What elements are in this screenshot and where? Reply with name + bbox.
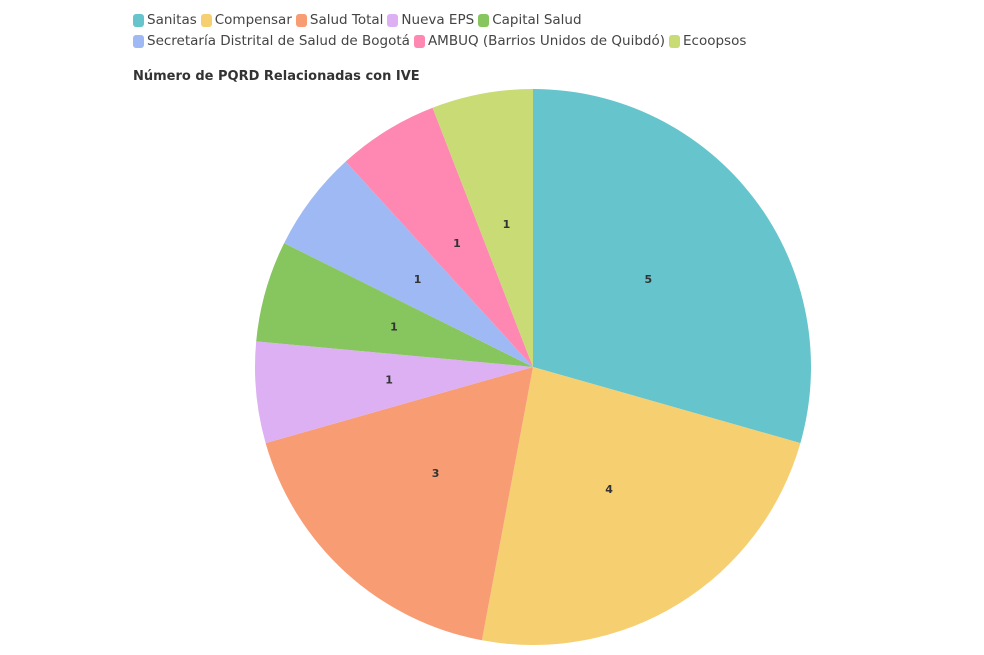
legend-label: Capital Salud: [492, 12, 582, 28]
chart-title: Número de PQRD Relacionadas con IVE: [133, 69, 420, 84]
pie-slice: [256, 243, 533, 367]
legend-swatch: [478, 14, 490, 27]
legend-swatch: [295, 14, 307, 27]
legend-item[interactable]: Nueva EPS: [387, 10, 474, 31]
pie-slice: [265, 367, 533, 641]
legend-swatch: [669, 35, 680, 48]
legend-label: Secretaría Distrital de Salud de Bogotá: [147, 33, 410, 49]
data-label: 1: [385, 373, 393, 386]
pie-slice: [255, 341, 534, 444]
legend-item[interactable]: Sanitas: [133, 10, 197, 31]
legend-item[interactable]: AMBUQ (Barrios Unidos de Quibdó): [413, 31, 665, 52]
data-label: 3: [432, 467, 440, 480]
legend-item[interactable]: Ecoopsos: [669, 31, 746, 52]
pie-slice: [284, 161, 533, 367]
data-label: 5: [645, 273, 653, 286]
legend-label: Ecoopsos: [683, 33, 747, 49]
legend-item[interactable]: Salud Total: [295, 10, 384, 31]
legend: Sanitas Compensar Salud Total Nueva EPS Capi…: [133, 10, 853, 52]
legend-item[interactable]: Capital Salud: [478, 10, 582, 31]
legend-swatch: [387, 14, 399, 27]
legend-item[interactable]: Compensar: [200, 10, 292, 31]
data-label: 1: [390, 320, 398, 333]
pie-slice: [481, 367, 801, 645]
legend-label: AMBUQ (Barrios Unidos de Quibdó): [427, 33, 665, 49]
legend-swatch: [133, 35, 144, 48]
legend-label: Salud Total: [309, 12, 384, 28]
data-label: 1: [414, 273, 422, 286]
legend-swatch: [413, 35, 425, 48]
legend-label: Compensar: [214, 12, 292, 28]
legend-swatch: [200, 14, 212, 27]
legend-label: Nueva EPS: [401, 12, 475, 28]
data-label: 1: [453, 237, 461, 250]
pie-slice: [345, 107, 533, 368]
data-label: 1: [503, 218, 511, 231]
legend-swatch: [133, 14, 144, 27]
data-label: 4: [605, 483, 613, 496]
pie-slice: [533, 89, 812, 444]
pie-slice: [432, 89, 533, 367]
legend-label: Sanitas: [147, 12, 197, 28]
legend-item[interactable]: Secretaría Distrital de Salud de Bogotá: [133, 31, 410, 52]
